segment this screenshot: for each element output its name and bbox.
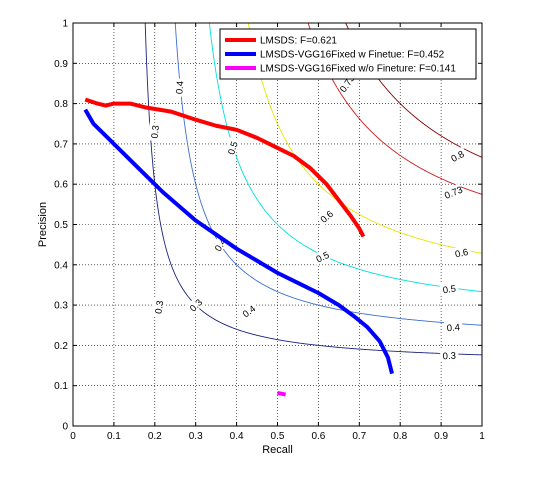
iso-f-label-bg [147, 122, 161, 142]
x-tick-label: 0.9 [434, 431, 448, 442]
iso-f-label-bg [185, 294, 206, 315]
x-tick-labels: 0 0.1 0.2 0.3 0.4 0.5 0.6 0.7 0.8 0.9 1 [70, 431, 485, 442]
x-tick-label: 0.5 [271, 431, 285, 442]
pr-series-line [83, 108, 394, 375]
x-tick-label: 0.7 [352, 431, 366, 442]
iso-f-label: 0.4 [446, 322, 460, 334]
iso-f-label-bg [451, 244, 472, 260]
y-tick-label: 0.3 [54, 301, 68, 312]
iso-f-label: 0.6 [454, 247, 469, 260]
iso-f-curve [307, 22, 483, 195]
pr-series-line [84, 97, 366, 238]
iso-f-label: 0.5 [315, 250, 332, 266]
iso-f-label: 0.5 [226, 140, 240, 156]
iso-f-label-bg [172, 77, 186, 97]
iso-f-label-bg [446, 146, 468, 165]
legend-entry: LMSDS-VGG16Fixed w/o Fineture: F=0.141 [260, 64, 456, 75]
iso-f-label: 0.3 [150, 125, 162, 139]
x-tick-label: 0 [70, 431, 76, 442]
x-tick-label: 0.4 [230, 431, 244, 442]
y-tick-label: 0.4 [54, 260, 68, 271]
iso-f-label: 0.3 [443, 351, 457, 362]
x-tick-label: 0.8 [393, 431, 407, 442]
iso-f-label-bg [315, 206, 337, 227]
pr-curves [83, 97, 394, 397]
iso-f-curve [208, 22, 483, 293]
iso-f-label-bg [311, 247, 333, 266]
iso-f-label: 0.4 [174, 80, 186, 94]
iso-f-label-bg [439, 281, 459, 296]
iso-f-label: 0.5 [442, 284, 457, 297]
iso-f-label-bg [440, 349, 459, 361]
x-tick-label: 1 [479, 431, 485, 442]
x-tick-label: 0.1 [107, 431, 121, 442]
legend-entry: LMSDS: F=0.621 [260, 36, 337, 47]
x-tick-label: 0.6 [311, 431, 325, 442]
iso-f-label-bg [224, 137, 241, 159]
iso-f-label-bg [443, 320, 463, 333]
y-tick-label: 0.1 [54, 381, 68, 392]
iso-f-curve [174, 22, 483, 326]
legend-entry: LMSDS-VGG16Fixed w Finetue: F=0.452 [260, 50, 445, 61]
iso-f-label-bg [151, 297, 166, 317]
x-tick-label: 0.3 [189, 431, 203, 442]
iso-f-label-bg [442, 183, 464, 201]
iso-f-curve [144, 22, 483, 356]
iso-f-label-bg [238, 300, 260, 321]
pr-series-line [277, 390, 287, 397]
legend-box [219, 28, 477, 80]
y-tick-label: 0.7 [54, 139, 68, 150]
y-tick-label: 0 [62, 422, 68, 433]
axes [72, 22, 483, 427]
y-tick-labels: 0 0.1 0.2 0.3 0.4 0.5 0.6 0.7 0.8 0.9 1 [54, 19, 68, 433]
y-tick-label: 1 [62, 19, 68, 30]
x-tick-label: 0.2 [148, 431, 162, 442]
legend: LMSDS: F=0.621 LMSDS-VGG16Fixed w Finetue… [219, 28, 477, 80]
y-tick-label: 0.6 [54, 180, 68, 191]
x-axis-label: Recall [262, 444, 293, 456]
y-tick-label: 0.2 [54, 341, 68, 352]
y-tick-label: 0.9 [54, 59, 68, 70]
y-axis-label: Precision [37, 202, 49, 247]
iso-f-curve [247, 22, 483, 254]
iso-f-label: 0.3 [153, 300, 166, 315]
y-tick-label: 0.8 [54, 99, 68, 110]
y-tick-label: 0.5 [54, 220, 68, 231]
